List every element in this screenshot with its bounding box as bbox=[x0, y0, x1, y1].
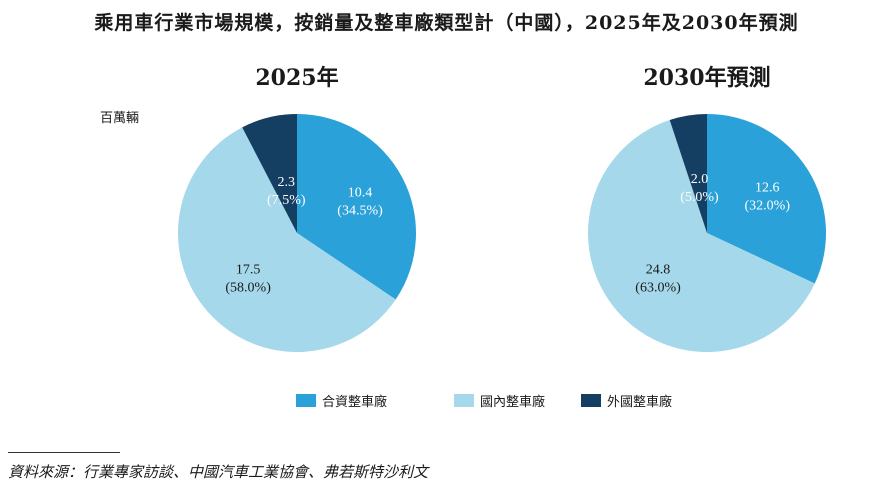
slice-value-jv-2025: 10.4 bbox=[348, 185, 373, 200]
slice-percent-domestic-2030: (63.0%) bbox=[635, 280, 681, 295]
legend-swatch-domestic bbox=[454, 394, 474, 407]
legend-item-jv: 合資整車廠 bbox=[296, 391, 387, 410]
unit-label: 百萬輛 bbox=[100, 111, 140, 126]
slice-value-jv-2030: 12.6 bbox=[755, 181, 780, 196]
slice-percent-jv-2025: (34.5%) bbox=[337, 203, 383, 218]
pie-title-2025: 2025年 bbox=[255, 65, 339, 91]
source-note: 資料來源：行業專家訪談、中國汽車工業協會、弗若斯特沙利文 bbox=[8, 463, 429, 481]
legend-item-foreign: 外國整車廠 bbox=[581, 391, 672, 410]
pie-2030: 12.6 (32.0%) 24.8 (63.0%) 2.0 (5.0%) bbox=[588, 114, 827, 352]
chart-title: 乘用車行業市場規模，按銷量及整車廠類型計（中國），2025年及2030年預測 bbox=[94, 12, 799, 34]
pie-slice-foreign-2025 bbox=[242, 114, 297, 233]
legend-swatch-foreign bbox=[581, 394, 601, 407]
source-divider bbox=[8, 452, 120, 453]
slice-value-foreign-2030: 2.0 bbox=[691, 172, 709, 187]
legend-label-domestic: 國內整車廠 bbox=[480, 395, 546, 410]
legend-item-domestic: 國內整車廠 bbox=[454, 391, 545, 410]
slice-percent-foreign-2030: (5.0%) bbox=[680, 190, 719, 205]
slice-value-domestic-2025: 17.5 bbox=[236, 263, 261, 278]
pie-slice-jv-2030 bbox=[707, 114, 827, 284]
legend: 合資整車廠 國內整車廠 外國整車廠 bbox=[0, 391, 893, 411]
pie-slice-domestic-2030 bbox=[588, 120, 815, 352]
pie-2025: 10.4 (34.5%) 17.5 (58.0%) 2.3 (7.5%) bbox=[178, 114, 416, 353]
pie-slice-foreign-2030 bbox=[669, 114, 707, 233]
legend-label-jv: 合資整車廠 bbox=[322, 395, 388, 410]
pie-slice-jv-2025 bbox=[297, 114, 416, 300]
legend-swatch-jv bbox=[296, 394, 316, 407]
legend-label-foreign: 外國整車廠 bbox=[607, 395, 673, 410]
pie-slice-domestic-2025 bbox=[178, 127, 396, 353]
slice-percent-jv-2030: (32.0%) bbox=[745, 199, 791, 214]
slice-percent-domestic-2025: (58.0%) bbox=[225, 281, 271, 296]
slice-value-foreign-2025: 2.3 bbox=[278, 175, 296, 190]
slice-value-domestic-2030: 24.8 bbox=[646, 262, 671, 277]
pie-title-2030: 2030年預測 bbox=[643, 65, 771, 91]
slice-percent-foreign-2025: (7.5%) bbox=[267, 193, 306, 208]
